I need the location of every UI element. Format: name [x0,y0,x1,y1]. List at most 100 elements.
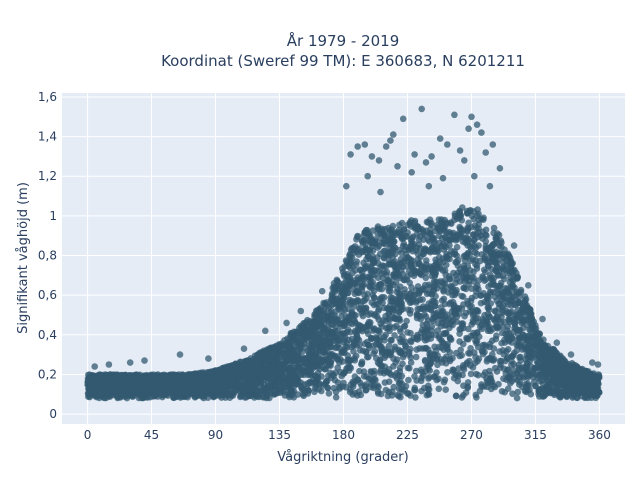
data-point [324,384,332,392]
data-point [351,389,359,397]
data-point [302,336,309,344]
data-point [464,379,472,386]
data-point [484,262,492,269]
data-point [514,388,521,396]
data-point [260,361,267,368]
data-point [510,292,518,300]
data-point [350,380,357,388]
data-point [359,282,366,290]
data-point [511,375,518,382]
data-point [275,367,283,375]
data-point [364,353,371,361]
data-point [500,288,508,296]
data-point [114,382,121,390]
data-point [444,369,451,376]
data-point [468,285,475,293]
data-point [446,255,453,263]
data-point [477,299,485,307]
data-point [441,376,449,384]
data-point [325,390,333,397]
data-point [300,356,307,364]
data-point [362,383,369,390]
data-point [405,267,413,275]
data-point [441,233,449,241]
data-point [393,370,400,377]
data-point [484,327,492,335]
data-point [415,236,423,243]
data-point [353,258,361,265]
data-point [332,308,340,315]
data-point [498,265,506,272]
data-point [423,290,431,298]
data-point [398,219,406,227]
data-point [528,338,535,345]
data-point [390,306,398,314]
data-point [492,267,499,274]
data-point [505,329,512,337]
data-point [443,250,450,258]
data-point [300,371,308,379]
data-point [425,281,433,289]
data-point [444,220,451,227]
data-point [331,314,339,322]
data-point [315,338,322,345]
data-point [479,350,487,358]
data-point [473,338,481,345]
data-point [420,303,427,310]
data-point [462,389,470,396]
data-point [440,288,447,295]
data-point [346,296,354,304]
data-point [508,308,516,316]
data-point [217,367,225,374]
data-point [495,380,502,388]
data-point [465,249,472,257]
data-point [439,240,447,248]
data-point [455,371,463,378]
data-point [456,231,464,239]
data-point [356,347,364,354]
data-point [377,280,385,288]
data-point [473,250,481,258]
data-point [391,324,398,331]
data-point [495,304,503,312]
data-point [508,302,515,310]
data-point [356,367,363,375]
data-point [355,289,363,297]
data-point [441,300,449,308]
data-point [369,227,377,234]
data-point [503,309,511,317]
data-point [344,326,352,334]
data-point [380,262,388,270]
data-point [173,382,181,389]
data-point [338,372,346,380]
data-point [344,273,352,281]
data-point [534,330,541,337]
data-point [258,350,266,358]
data-point [509,390,516,398]
data-point [350,339,358,346]
data-point [488,385,495,393]
data-point [397,298,405,306]
data-point [478,325,486,333]
data-point [419,296,426,303]
data-point [375,383,382,391]
data-point [359,327,366,335]
data-point [320,320,328,327]
data-point [407,329,414,337]
data-point [320,338,327,346]
data-point [423,391,431,399]
data-point [371,294,378,302]
data-point [85,393,92,401]
data-point [442,386,450,394]
data-point [341,346,348,354]
data-point [452,237,460,244]
data-point [517,353,524,361]
data-point [237,393,244,401]
data-point [435,385,443,393]
data-point [411,373,418,380]
data-point [396,325,404,333]
data-point [386,349,394,357]
data-point [516,326,524,334]
data-point [332,344,339,352]
data-point [291,370,299,378]
